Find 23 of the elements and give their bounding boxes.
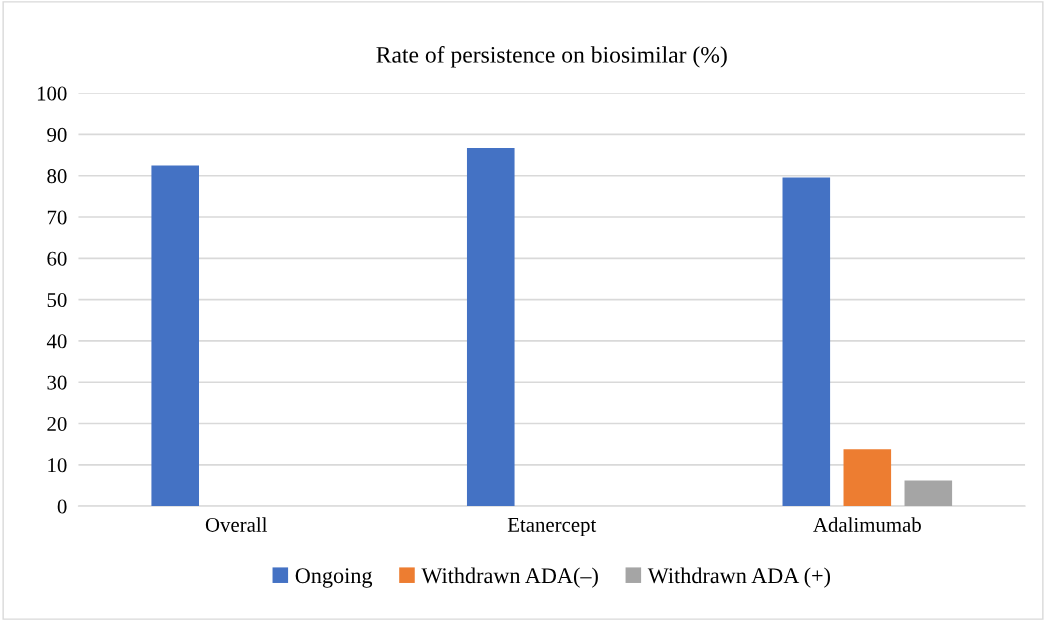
y-tick-label: 0 [57,499,67,514]
legend-label: Ongoing [295,568,373,588]
x-tick-label: Overall [205,517,268,532]
y-tick-label: 80 [47,169,67,184]
bar [466,148,515,507]
x-tick-label: Adalimumab [813,517,921,532]
y-tick-label: 30 [47,375,67,390]
chart-title: Rate of persistence on biosimilar (%) [376,45,727,68]
x-tick-label: Etanercept [507,518,597,537]
bar [151,165,200,507]
y-tick-label: 90 [47,127,67,142]
bar [904,480,953,507]
y-tick-label: 40 [46,334,67,349]
y-tick-label: 100 [37,86,67,101]
legend-label: Withdrawn ADA(–) [421,567,598,588]
y-tick-label: 50 [47,293,67,308]
y-tick-label: 10 [48,458,67,473]
bar [843,449,892,507]
y-tick-label: 60 [47,251,67,266]
y-tick-label: 20 [47,416,67,431]
legend-label: Withdrawn ADA (+) [647,567,831,588]
y-tick-label: 70 [47,210,67,225]
bar [782,177,831,507]
